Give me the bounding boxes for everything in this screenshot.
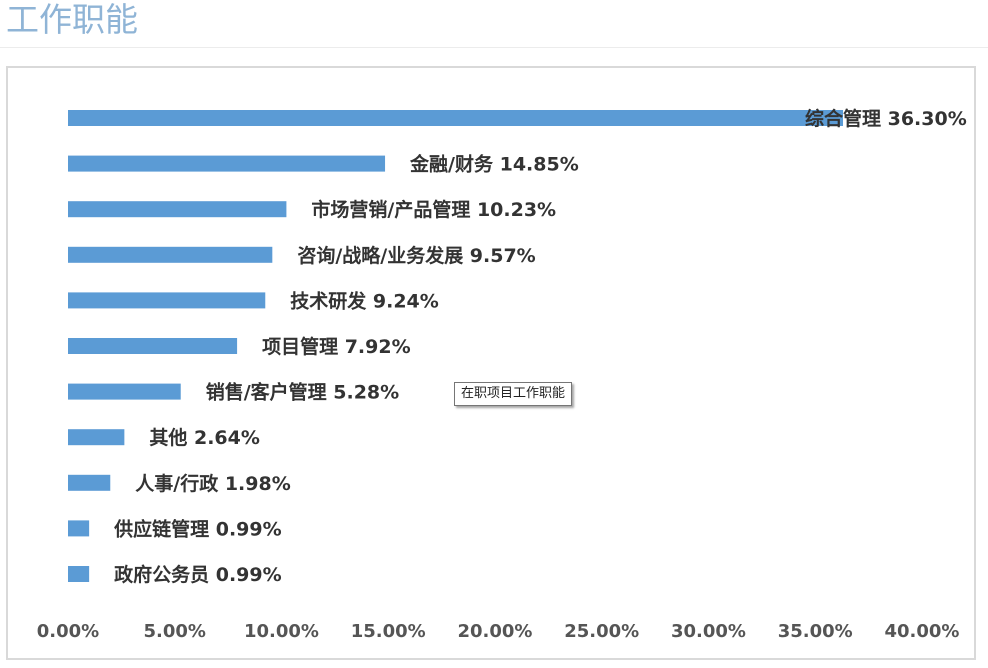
bar-5 (68, 338, 238, 354)
x-tick-label-1: 5.00% (144, 621, 206, 642)
bar-1 (68, 155, 386, 172)
bar-3 (68, 246, 273, 263)
bar-label-6: 销售/客户管理 5.28% (206, 381, 399, 404)
bar-label-4: 技术研发 9.24% (290, 289, 439, 312)
bar-10 (68, 566, 90, 582)
hover-tooltip: 在职项目工作职能 (454, 382, 573, 406)
bar-8 (68, 474, 111, 491)
bar-label-1: 金融/财务 14.85% (409, 153, 579, 176)
x-tick-label-6: 30.00% (671, 621, 746, 642)
bar-label-9: 供应链管理 0.99% (113, 517, 282, 540)
title-divider (0, 47, 988, 48)
bar-6 (68, 383, 181, 400)
x-tick-label-5: 25.00% (564, 621, 639, 642)
bar-9 (68, 520, 90, 537)
bar-label-3: 咨询/战略/业务发展 9.57% (297, 244, 535, 267)
bar-0 (68, 110, 844, 126)
bar-label-0: 综合管理 36.30% (805, 107, 967, 130)
x-tick-label-4: 20.00% (458, 621, 533, 642)
bar-label-5: 项目管理 7.92% (262, 335, 411, 358)
bar-label-7: 其他 2.64% (149, 426, 260, 449)
x-tick-label-7: 35.00% (778, 621, 853, 642)
x-tick-label-8: 40.00% (885, 621, 960, 642)
bar-4 (68, 292, 266, 309)
page-title: 工作职能 (6, 0, 138, 39)
bar-label-10: 政府公务员 0.99% (114, 563, 282, 586)
x-tick-label-3: 15.00% (351, 621, 426, 642)
bar-label-8: 人事/行政 1.98% (135, 472, 290, 495)
bar-label-2: 市场营销/产品管理 10.23% (311, 198, 556, 221)
bar-7 (68, 429, 125, 446)
x-tick-label-0: 0.00% (37, 621, 99, 642)
x-tick-label-2: 10.00% (244, 621, 319, 642)
bar-2 (68, 201, 287, 218)
